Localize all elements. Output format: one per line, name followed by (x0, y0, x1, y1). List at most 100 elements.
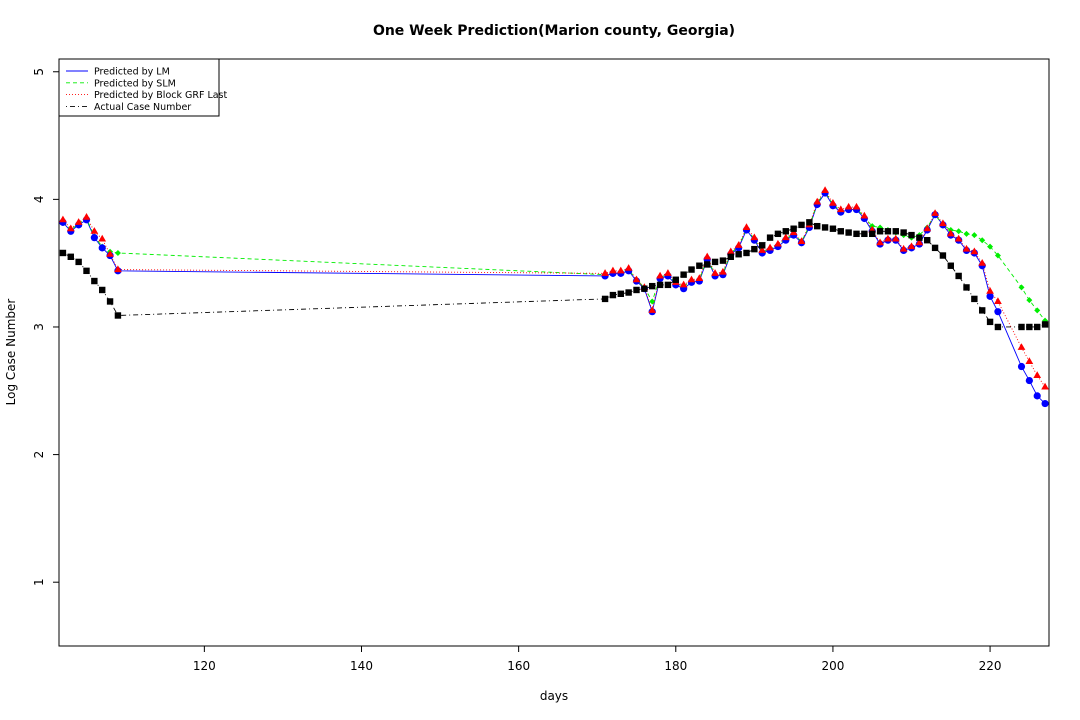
data-point (98, 234, 107, 242)
data-point (1041, 321, 1049, 328)
series-markers (59, 189, 1049, 408)
chart-title: One Week Prediction(Marion county, Georg… (373, 23, 735, 39)
data-point (931, 209, 939, 216)
data-point (98, 244, 106, 252)
data-point (994, 308, 1002, 316)
data-point (719, 267, 727, 275)
data-point (1018, 323, 1025, 331)
data-point (616, 266, 625, 274)
data-point (798, 221, 805, 229)
data-point (1026, 323, 1033, 331)
data-point (853, 230, 860, 238)
data-point (986, 287, 994, 294)
series-markers (59, 186, 1049, 390)
legend-label: Actual Case Number (94, 102, 191, 113)
y-tick-label: 1 (32, 578, 46, 586)
data-point (91, 277, 98, 285)
data-point (837, 228, 844, 235)
data-point (695, 274, 704, 282)
data-point (869, 230, 876, 238)
y-axis-label: Log Case Number (4, 299, 18, 406)
data-point (1034, 323, 1041, 331)
data-point (900, 229, 907, 236)
data-point (703, 252, 712, 260)
data-point (986, 318, 994, 326)
data-point (649, 298, 656, 305)
data-point (750, 233, 759, 241)
data-point (75, 258, 82, 266)
x-tick-label: 200 (821, 659, 844, 673)
data-point (656, 281, 664, 289)
data-point (829, 198, 837, 206)
data-point (633, 286, 640, 294)
data-point (781, 233, 790, 241)
data-point (734, 241, 743, 248)
data-point (766, 243, 774, 251)
data-point (814, 222, 821, 230)
data-point (994, 252, 1001, 259)
legend-label: Predicted by LM (94, 67, 170, 78)
data-point (852, 202, 861, 210)
data-point (939, 219, 947, 227)
data-point (66, 224, 75, 232)
data-point (1034, 307, 1041, 314)
data-point (923, 224, 932, 232)
data-point (664, 281, 672, 289)
data-point (1017, 362, 1026, 371)
data-point (601, 269, 609, 276)
y-tick-label: 3 (32, 323, 46, 331)
data-point (979, 237, 986, 244)
data-point (759, 242, 766, 249)
data-point (1041, 382, 1049, 390)
data-point (67, 253, 74, 260)
data-point (83, 267, 90, 275)
data-point (742, 223, 751, 230)
legend-label: Predicted by SLM (94, 78, 176, 89)
legend-label: Predicted by Block GRF Last (94, 90, 228, 101)
data-point (680, 271, 687, 278)
data-point (609, 291, 617, 299)
y-tick-label: 5 (32, 68, 46, 76)
data-point (679, 280, 688, 288)
data-point (114, 249, 121, 256)
data-point (946, 229, 955, 237)
data-point (743, 249, 750, 257)
data-point (106, 250, 114, 257)
data-point (649, 282, 656, 290)
data-point (735, 251, 742, 258)
data-point (688, 266, 695, 273)
data-point (971, 295, 978, 303)
series-line (62, 189, 1046, 388)
data-point (790, 225, 797, 232)
data-point (672, 276, 679, 283)
data-point (774, 230, 782, 238)
data-point (947, 262, 954, 269)
data-point (876, 228, 884, 235)
data-point (727, 253, 734, 260)
data-point (609, 266, 617, 274)
data-point (860, 211, 869, 219)
series-line (62, 190, 1046, 321)
series-layer (59, 186, 1049, 408)
data-point (726, 247, 735, 255)
data-point (90, 234, 98, 242)
data-point (617, 290, 624, 297)
data-point (624, 264, 633, 271)
data-point (994, 297, 1002, 304)
data-point (829, 225, 837, 232)
data-point (711, 258, 719, 266)
data-point (1025, 376, 1033, 385)
y-tick-label: 2 (32, 451, 46, 459)
data-point (987, 243, 994, 250)
data-point (978, 258, 987, 266)
data-point (979, 307, 986, 314)
data-point (797, 237, 806, 245)
data-point (1033, 371, 1042, 378)
data-point (1025, 357, 1034, 364)
data-point (844, 202, 853, 210)
data-point (836, 205, 845, 213)
data-point (632, 275, 641, 283)
data-point (766, 234, 774, 241)
x-axis: 120 140 160 180 200 220 (193, 646, 1002, 673)
